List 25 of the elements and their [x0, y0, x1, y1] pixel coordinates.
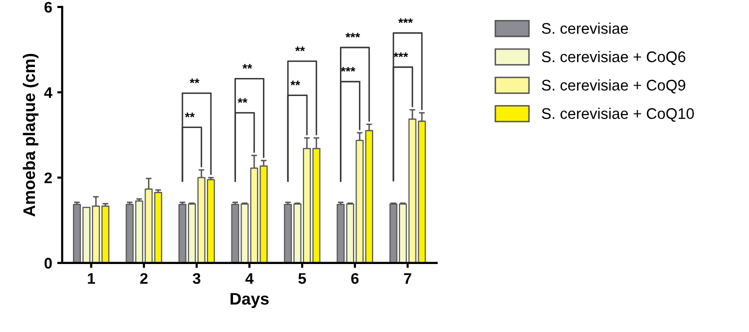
x-tick-label: 6: [351, 273, 359, 284]
x-tick-label: 4: [245, 273, 254, 284]
annotation: **: [242, 64, 252, 69]
y-tick-label: 0: [44, 258, 52, 269]
y-axis-title: Amoeba plaque (cm): [22, 54, 38, 216]
legend-label: S. cerevisiae + CoQ9: [542, 79, 686, 94]
annotation: **: [295, 46, 305, 52]
y-tick-label: 6: [44, 2, 52, 13]
x-axis-title: Days: [230, 293, 269, 308]
x-tick-label: 1: [88, 273, 95, 284]
legend-label: S. cerevisiae: [542, 22, 628, 34]
x-tick-label: 2: [140, 273, 148, 284]
legend-label: S. cerevisiae + CoQ6: [542, 51, 686, 65]
annotation: ***: [398, 18, 413, 24]
y-tick-label: 4: [44, 87, 52, 98]
x-tick-label: 7: [404, 273, 412, 284]
annotation: **: [190, 78, 200, 84]
x-tick-label: 3: [192, 273, 200, 284]
annotation: ***: [346, 32, 360, 38]
y-tick-label: 2: [44, 172, 52, 184]
annotation: **: [290, 80, 300, 86]
x-tick-label: 5: [298, 273, 306, 284]
legend-label: S. cerevisiae + CoQ10: [542, 108, 694, 122]
annotation: **: [184, 112, 195, 118]
annotation: **: [238, 98, 248, 103]
